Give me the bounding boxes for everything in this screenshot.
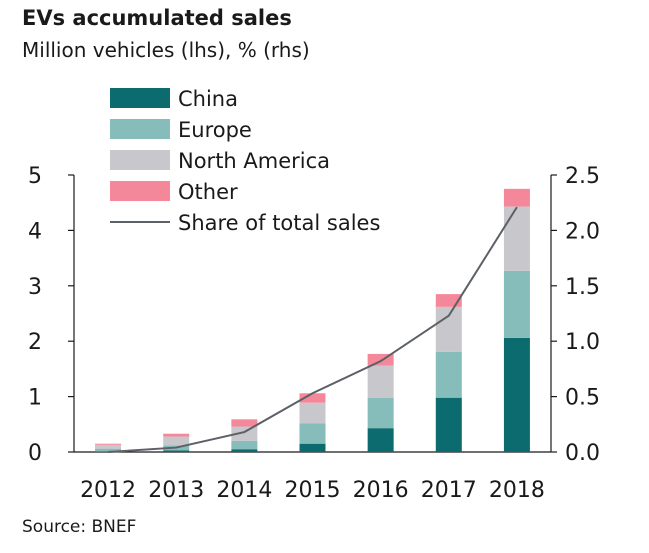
right-tick-label: 1.5 [565, 275, 600, 300]
bar-north-america [435, 306, 462, 352]
chart-source: Source: BNEF [22, 517, 137, 537]
right-tick-label: 0.5 [565, 386, 600, 411]
x-tick-label: 2016 [353, 478, 409, 503]
right-tick-label: 0.0 [565, 441, 600, 466]
left-tick-label: 4 [28, 219, 42, 244]
left-tick-label: 3 [28, 275, 42, 300]
bar-china [299, 443, 326, 452]
bar-europe [435, 351, 462, 398]
share-line [108, 206, 518, 453]
bar-china [163, 450, 190, 452]
right-tick-label: 2.0 [565, 219, 600, 244]
bar-other [163, 433, 190, 437]
bar-china [367, 428, 394, 452]
bar-europe [299, 423, 326, 444]
left-tick-label: 5 [28, 164, 42, 189]
axes: 0 1 2 3 4 5 0.0 0.5 1.0 1.5 2.0 2.5 2012 2013 2014 2015… [28, 164, 600, 503]
bar-europe [95, 448, 122, 452]
bar-north-america [367, 365, 394, 398]
x-tick-label: 2014 [216, 478, 272, 503]
chart-title: EVs accumulated sales [22, 6, 292, 30]
left-tick-label: 1 [28, 386, 42, 411]
bar-europe [503, 270, 530, 338]
bars [95, 188, 530, 452]
left-tick-label: 2 [28, 330, 42, 355]
right-tick-label: 2.5 [565, 164, 600, 189]
share-line-path [108, 206, 518, 453]
legend-label: Share of total sales [178, 211, 380, 235]
bar-north-america [163, 436, 190, 446]
legend-swatch-europe [110, 119, 170, 139]
right-tick-label: 1.0 [565, 330, 600, 355]
bar-europe [231, 440, 258, 450]
legend: China Europe North America Other Share of to… [110, 87, 380, 235]
chart-subtitle: Million vehicles (lhs), % (rhs) [22, 38, 310, 62]
bar-other [95, 443, 122, 445]
legend-swatch-china [110, 88, 170, 108]
bar-other [503, 188, 530, 207]
bar-north-america [503, 206, 530, 271]
x-tick-label: 2013 [148, 478, 204, 503]
left-tick-label: 0 [28, 441, 42, 466]
bar-other [299, 393, 326, 403]
legend-label: Europe [178, 118, 252, 142]
legend-swatch-other [110, 181, 170, 201]
bar-china [503, 337, 530, 452]
x-tick-label: 2017 [421, 478, 477, 503]
bar-other [367, 353, 394, 366]
bar-china [231, 449, 258, 452]
legend-swatch-north-america [110, 150, 170, 170]
x-tick-label: 2012 [80, 478, 136, 503]
bar-north-america [95, 444, 122, 449]
x-tick-label: 2015 [285, 478, 341, 503]
bar-other [231, 419, 258, 427]
bar-north-america [231, 426, 258, 441]
legend-label: Other [178, 180, 238, 204]
bar-north-america [299, 402, 326, 424]
x-tick-label: 2018 [489, 478, 545, 503]
bar-europe [367, 397, 394, 429]
legend-label: China [178, 87, 238, 111]
legend-label: North America [178, 149, 330, 173]
bar-china [435, 397, 462, 452]
